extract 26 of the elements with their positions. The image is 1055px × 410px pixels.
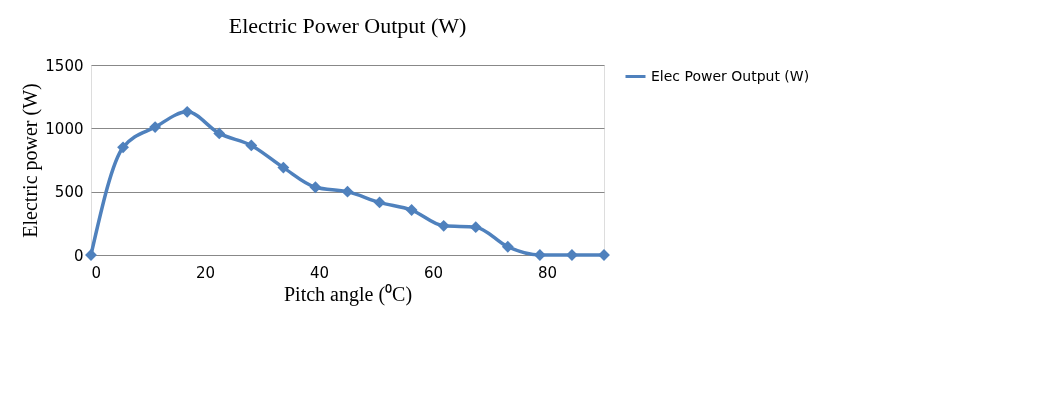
x-tick-label: 80 [537,263,558,282]
point [405,204,418,216]
x-tick-label: 40 [309,263,330,282]
chart-title: Electric Power Output (W) [228,13,467,38]
x-tick-label: 60 [423,263,444,282]
point [181,105,194,118]
point [373,196,386,209]
y-axis-title: Electric power (W) [19,83,43,238]
point [501,240,514,253]
x-axis-title: Pitch angle (⁰C) [283,282,413,306]
point [117,141,129,154]
x-tick-label: 0 [91,263,102,282]
point [309,181,322,194]
point [245,139,258,152]
point [277,161,290,174]
point [213,127,226,140]
legend-label: Elec Power Output (W) [651,67,810,84]
point [149,121,162,133]
point [341,185,354,198]
y-tick-label: 1000 [45,119,84,138]
y-tick-label: 0 [73,246,84,265]
y-tick-label: 500 [54,183,84,202]
y-tick-label: 1500 [45,56,84,75]
x-tick-label: 20 [195,263,216,282]
point [437,219,450,232]
point [85,249,97,261]
